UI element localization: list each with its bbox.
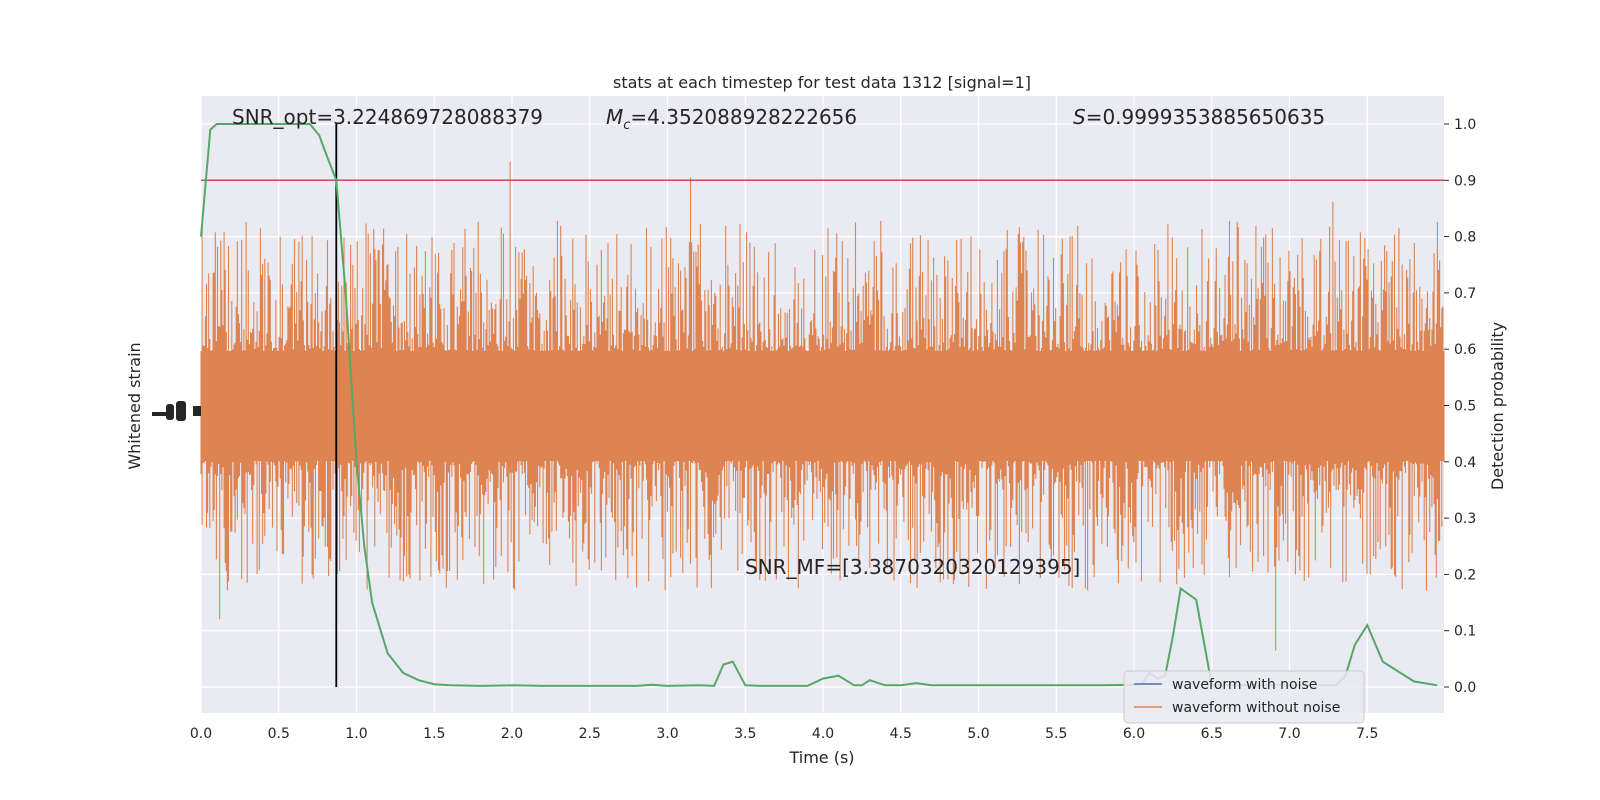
- x-tick-label: 5.5: [1045, 726, 1067, 742]
- x-tick-label: 6.5: [1201, 726, 1223, 742]
- x-tick-label: 2.5: [579, 726, 601, 742]
- x-tick-label: 3.0: [656, 726, 678, 742]
- x-tick-label: 7.5: [1356, 726, 1378, 742]
- score-value: =0.9999353885650635: [1086, 105, 1325, 129]
- snr-mf-annotation: SNR_MF=[3.3870320320129395]: [745, 555, 1080, 579]
- x-tick-label: 2.0: [501, 726, 523, 742]
- x-tick-label: 4.5: [890, 726, 912, 742]
- chirp-mass-value: =4.352088928222656: [630, 105, 857, 129]
- chirp-mass-symbol: M: [606, 105, 623, 129]
- chirp-mass-subscript: c: [623, 118, 630, 133]
- score-annotation: S=0.9999353885650635: [1073, 105, 1325, 129]
- snr-opt-annotation: SNR_opt=3.224869728088379: [232, 105, 543, 129]
- detection-probability-line: [200, 123, 1438, 687]
- y-right-tick-label: 0.3: [1454, 511, 1476, 527]
- axis-ticks: 0.0 0.5 1.0 1.5 2.0 2.5 3.0 3.5 4.0 4.5 5.0 5.5 6.0 6…: [190, 117, 1476, 742]
- overlays: [200, 123, 1444, 687]
- y-right-tick-label: 1.0: [1454, 117, 1476, 133]
- score-symbol: S: [1073, 105, 1086, 129]
- x-tick-label: 6.0: [1123, 726, 1145, 742]
- y-right-tick-label: 0.8: [1454, 230, 1476, 246]
- y-right-tick-label: 0.4: [1454, 455, 1476, 471]
- y-right-tick-label: 0.7: [1454, 286, 1476, 302]
- y-right-tick-label: 0.2: [1454, 567, 1476, 583]
- legend-box: [1123, 670, 1365, 724]
- x-tick-label: 7.0: [1278, 726, 1300, 742]
- y-right-tick-label: 0.1: [1454, 624, 1476, 640]
- y-axis-label-left: Whitened strain: [125, 342, 144, 469]
- left-axis-squashed-ticks: [152, 401, 201, 421]
- x-axis-label: Time (s): [788, 748, 854, 767]
- y-right-tick-label: 0.0: [1454, 680, 1476, 696]
- legend-label-without-noise: waveform without noise: [1172, 700, 1340, 716]
- y-axis-label-right: Detection probability: [1488, 322, 1507, 490]
- x-tick-label: 0.0: [190, 726, 212, 742]
- x-tick-label: 1.0: [345, 726, 367, 742]
- legend: waveform with noise waveform without noi…: [1123, 670, 1365, 724]
- chart-title: stats at each timestep for test data 131…: [613, 73, 1031, 92]
- y-right-tick-label: 0.5: [1454, 399, 1476, 415]
- strain-waveform-area: [200, 161, 1445, 651]
- y-right-tick-label: 0.6: [1454, 342, 1476, 358]
- x-tick-label: 1.5: [423, 726, 445, 742]
- x-tick-label: 5.0: [967, 726, 989, 742]
- x-tick-label: 4.0: [812, 726, 834, 742]
- x-tick-label: 0.5: [268, 726, 290, 742]
- legend-label-with-noise: waveform with noise: [1172, 677, 1317, 693]
- x-tick-label: 3.5: [734, 726, 756, 742]
- y-right-tick-label: 0.9: [1454, 173, 1476, 189]
- chirp-mass-annotation: Mc=4.352088928222656: [606, 105, 857, 133]
